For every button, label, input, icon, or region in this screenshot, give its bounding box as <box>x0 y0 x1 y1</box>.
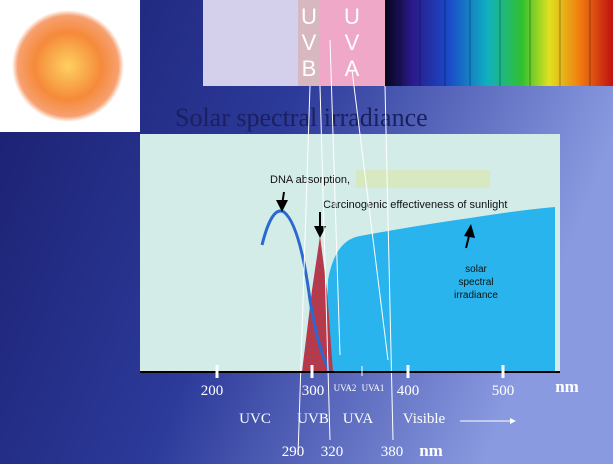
slide: U V B U V A Solar spectral irradiance DN… <box>0 0 613 464</box>
region-label: UVB <box>297 411 329 427</box>
uva-letter: V <box>345 30 360 55</box>
axis-tick-label: 400 <box>397 383 420 399</box>
boundary-label: 320 <box>321 444 344 460</box>
boundary-label: 380 <box>381 444 404 460</box>
boundary-unit: nm <box>419 441 443 460</box>
uva-letter: U <box>344 4 360 29</box>
axis-sub-label: UVA2 <box>334 383 357 393</box>
axis-tick-label: 500 <box>492 383 515 399</box>
axis-tick-label: 300 <box>302 383 325 399</box>
irradiance-label: spectral <box>458 277 493 288</box>
slide-title: Solar spectral irradiance <box>175 103 428 132</box>
uva-letter: A <box>345 56 360 81</box>
boundary-label: 290 <box>282 444 305 460</box>
uvb-letter: U <box>301 4 317 29</box>
spectrum-image <box>385 0 613 86</box>
region-label: UVC <box>239 411 271 427</box>
irradiance-label: irradiance <box>454 290 498 301</box>
region-label: Visible <box>403 411 446 427</box>
axis-tick-label: 200 <box>201 383 224 399</box>
uvb-letter: B <box>302 56 317 81</box>
dna-label: DNA absorption, <box>270 174 350 186</box>
axis-sub-label: UVA1 <box>362 383 385 393</box>
region-label: UVA <box>343 411 374 427</box>
irradiance-label: solar <box>465 264 487 275</box>
axis-unit: nm <box>555 377 579 396</box>
uvb-letter: V <box>302 30 317 55</box>
sun-image <box>12 10 124 122</box>
highlight-box <box>356 170 490 188</box>
visible-light-block <box>203 0 298 86</box>
carcinogenic-label: Carcinogenic effectiveness of sunlight <box>323 199 507 211</box>
